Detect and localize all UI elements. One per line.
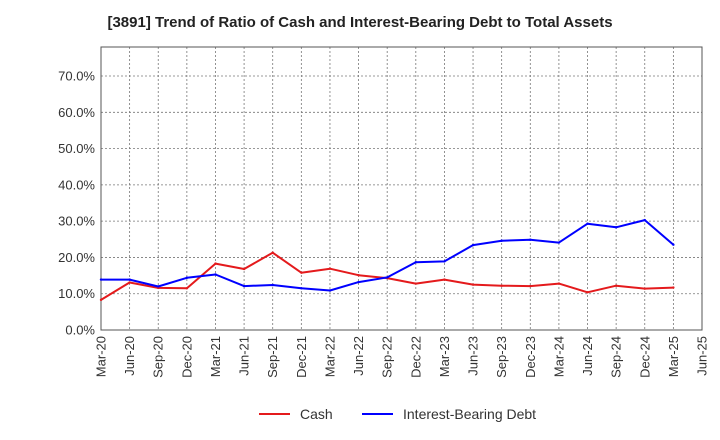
x-tick-label: Dec-23 <box>523 336 538 378</box>
x-tick-label: Jun-25 <box>695 336 710 376</box>
x-tick-label: Dec-21 <box>294 336 309 378</box>
y-tick-label: 0.0% <box>65 323 95 338</box>
x-tick-label: Jun-24 <box>580 336 595 376</box>
x-tick-label: Sep-24 <box>609 336 624 378</box>
data-point <box>614 226 618 229</box>
x-tick-label: Mar-21 <box>208 336 223 377</box>
y-tick-label: 70.0% <box>58 69 95 84</box>
data-point <box>300 271 303 274</box>
x-tick-label: Mar-23 <box>437 336 452 377</box>
legend-label: Interest-Bearing Debt <box>403 406 536 422</box>
legend-label: Cash <box>300 406 333 422</box>
x-tick-label: Sep-23 <box>494 336 509 378</box>
data-point <box>128 281 131 284</box>
data-point <box>185 276 189 279</box>
x-tick-label: Dec-24 <box>637 336 652 378</box>
data-point <box>672 243 675 246</box>
data-point <box>529 284 532 288</box>
data-point <box>357 274 360 277</box>
data-point <box>214 262 217 265</box>
y-tick-label: 40.0% <box>58 177 95 192</box>
x-tick-label: Sep-20 <box>151 336 166 378</box>
x-tick-label: Sep-22 <box>380 336 395 378</box>
data-point <box>643 287 646 290</box>
x-tick-label: Jun-21 <box>237 336 252 376</box>
y-tick-label: 30.0% <box>58 214 95 229</box>
data-point <box>557 241 561 244</box>
y-tick-label: 60.0% <box>58 105 95 120</box>
data-point <box>643 218 646 222</box>
data-point <box>128 278 131 281</box>
data-point <box>185 287 189 290</box>
data-point <box>614 284 618 287</box>
x-tick-label: Mar-22 <box>322 336 337 377</box>
y-tick-label: 20.0% <box>58 250 95 265</box>
x-tick-label: Mar-24 <box>551 336 566 377</box>
data-point <box>242 284 246 288</box>
data-point <box>443 260 446 263</box>
data-point <box>300 287 303 290</box>
data-point <box>328 289 332 292</box>
x-tick-label: Sep-21 <box>265 336 280 378</box>
data-point <box>271 283 274 287</box>
plot-frame <box>100 46 703 331</box>
data-point <box>471 243 475 247</box>
data-point <box>672 286 675 289</box>
x-tick-label: Dec-20 <box>179 336 194 378</box>
x-tick-label: Dec-22 <box>408 336 423 378</box>
data-point <box>586 291 589 294</box>
data-point <box>357 280 360 284</box>
x-tick-label: Jun-22 <box>351 336 366 376</box>
data-point <box>443 278 446 281</box>
data-point <box>500 239 503 242</box>
x-tick-label: Mar-20 <box>94 336 109 377</box>
data-point <box>471 283 475 286</box>
data-point <box>271 251 274 254</box>
data-point <box>328 267 332 270</box>
data-point <box>385 276 389 279</box>
y-tick-label: 10.0% <box>58 286 95 301</box>
y-tick-label: 50.0% <box>58 141 95 156</box>
data-point <box>500 284 503 287</box>
data-point <box>99 278 103 281</box>
data-point <box>557 282 561 285</box>
data-point <box>586 222 589 225</box>
x-tick-label: Mar-25 <box>666 336 681 377</box>
data-point <box>414 282 418 285</box>
data-point <box>414 260 418 264</box>
chart-title: [3891] Trend of Ratio of Cash and Intere… <box>107 14 613 31</box>
data-point <box>529 238 532 241</box>
data-point <box>214 273 217 276</box>
data-point <box>242 267 246 271</box>
data-point <box>157 285 160 288</box>
data-point <box>99 298 103 302</box>
x-tick-label: Jun-20 <box>122 336 137 376</box>
x-tick-label: Jun-23 <box>466 336 481 376</box>
